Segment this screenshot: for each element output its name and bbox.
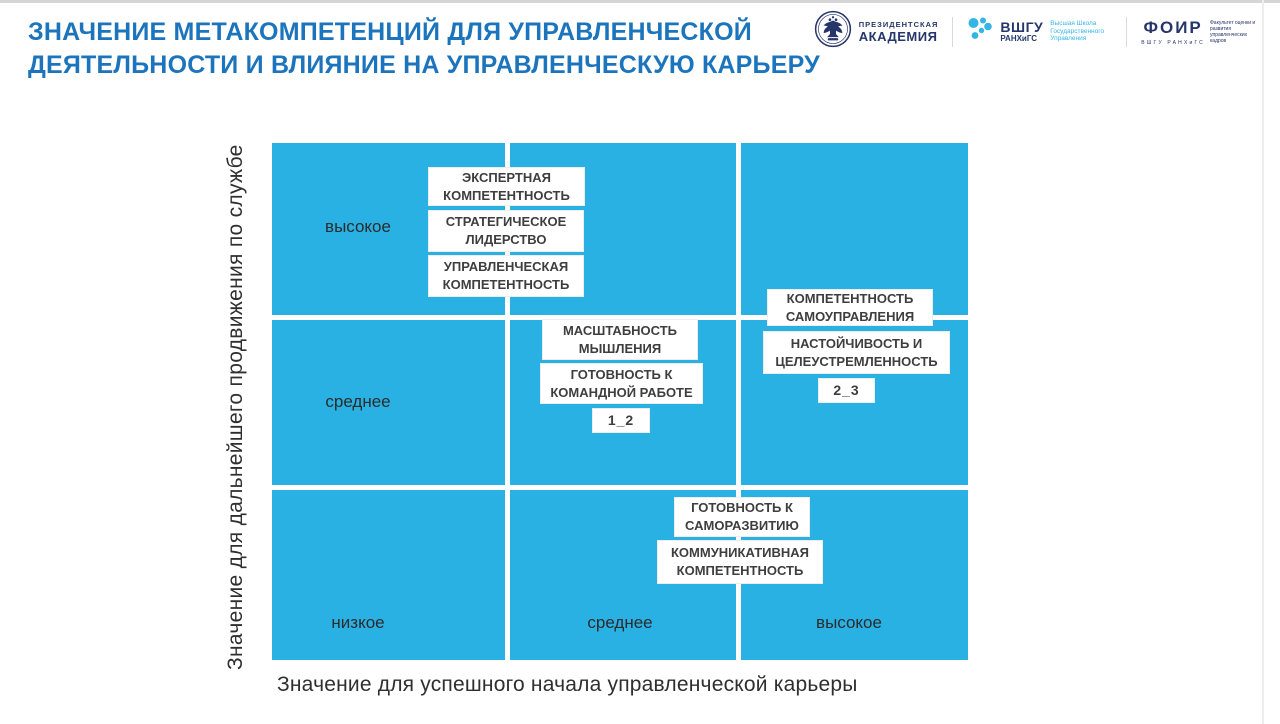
y-category-medium: среднее	[325, 392, 391, 411]
academy-name-line1: ПРЕЗИДЕНТСКАЯ	[858, 19, 939, 29]
vshgu-abbr: ВШГУ	[1000, 18, 1044, 35]
page-title: ЗНАЧЕНИЕ МЕТАКОМПЕТЕНЦИЙ ДЛЯ УПРАВЛЕНЧЕС…	[28, 16, 828, 82]
box-marker-2-3: 2_3	[818, 378, 875, 403]
header-logos: ПРЕЗИДЕНТСКАЯ АКАДЕМИЯ ВШГУ РАНХиГС Высш…	[814, 10, 1256, 53]
slide-right-border	[1262, 0, 1264, 724]
y-category-high: высокое	[325, 217, 391, 236]
box-managerial-competence: УПРАВЛЕНЧЕСКАЯ КОМПЕТЕНТНОСТЬ	[428, 255, 584, 297]
slide-top-border	[0, 0, 1280, 3]
foir-abbr: ФОИР	[1143, 17, 1203, 37]
vshgu-logo-text: ВШГУ РАНХиГС	[1000, 20, 1043, 43]
foir-logo-text: ФОИР ВШГУ РАНХиГС	[1141, 18, 1205, 46]
foir-caption: Факультет оценки и развития управленческ…	[1210, 19, 1256, 44]
academy-logo: ПРЕЗИДЕНТСКАЯ АКАДЕМИЯ	[814, 10, 939, 53]
x-category-medium: среднее	[587, 613, 653, 632]
box-marker-1-2: 1_2	[592, 408, 650, 433]
x-axis-label: Значение для успешного начала управленче…	[277, 673, 858, 696]
matrix-cell	[741, 143, 968, 315]
box-strategic-leadership: СТРАТЕГИЧЕСКОЕ ЛИДЕРСТВО	[428, 210, 584, 252]
logo-divider	[1126, 16, 1128, 47]
page-title-line1: ЗНАЧЕНИЕ МЕТАКОМПЕТЕНЦИЙ ДЛЯ УПРАВЛЕНЧЕС…	[28, 18, 752, 46]
logo-divider	[952, 16, 954, 47]
foir-sub: ВШГУ РАНХиГС	[1141, 39, 1205, 46]
matrix-cell	[272, 320, 505, 485]
y-axis-label: Значение для дальнейшего продвижения по …	[224, 144, 247, 670]
box-teamwork-readiness: ГОТОВНОСТЬ К КОМАНДНОЙ РАБОТЕ	[540, 363, 703, 404]
box-scale-of-thinking: МАСШТАБНОСТЬ МЫШЛЕНИЯ	[542, 319, 698, 360]
x-category-low: низкое	[331, 613, 385, 632]
box-self-management-competence: КОМПЕТЕНТНОСТЬ САМОУПРАВЛЕНИЯ	[767, 289, 933, 326]
vshgu-org: РАНХиГС	[1000, 33, 1038, 43]
vshgu-caption: Высшая Школа Государственного Управления	[1050, 20, 1105, 43]
academy-name-line2: АКАДЕМИЯ	[858, 28, 938, 44]
foir-logo: ФОИР ВШГУ РАНХиГС Факультет оценки и раз…	[1141, 18, 1256, 46]
vshgu-dots-icon	[967, 16, 993, 47]
box-communicative-competence: КОММУНИКАТИВНАЯ КОМПЕТЕНТНОСТЬ	[657, 540, 823, 584]
box-expert-competence: ЭКСПЕРТНАЯ КОМПЕТЕНТНОСТЬ	[428, 167, 585, 206]
box-persistence-purposefulness: НАСТОЙЧИВОСТЬ И ЦЕЛЕУСТРЕМЛЕННОСТЬ	[763, 331, 950, 374]
matrix-cell	[272, 490, 505, 660]
page-title-line2: ДЕЯТЕЛЬНОСТИ И ВЛИЯНИЕ НА УПРАВЛЕНЧЕСКУЮ…	[28, 51, 820, 79]
box-self-development-readiness: ГОТОВНОСТЬ К САМОРАЗВИТИЮ	[674, 497, 810, 537]
vshgu-logo: ВШГУ РАНХиГС Высшая Школа Государственно…	[967, 16, 1112, 47]
academy-logo-text: ПРЕЗИДЕНТСКАЯ АКАДЕМИЯ	[859, 20, 939, 44]
x-category-high: высокое	[816, 613, 882, 632]
academy-emblem-icon	[814, 10, 852, 53]
